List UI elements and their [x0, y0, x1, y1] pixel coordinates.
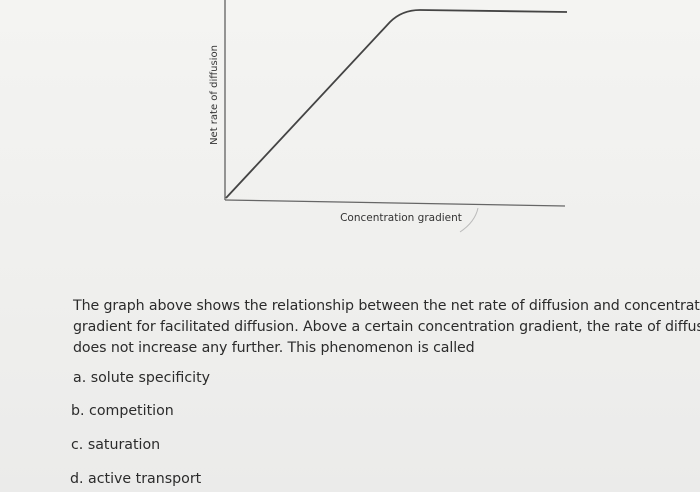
option[interactable]: c. saturation [71, 437, 161, 453]
option[interactable]: b. competition [71, 403, 174, 419]
curve [225, 9, 568, 199]
graph: Net rate of diffusion Concentration grad… [209, 0, 568, 233]
question-line: does not increase any further. This phen… [73, 340, 475, 356]
option[interactable]: d. active transport [70, 471, 202, 487]
y-axis-label: Net rate of diffusion [209, 45, 220, 145]
question-line: gradient for facilitated diffusion. Abov… [73, 319, 700, 335]
question-line: The graph above shows the relationship b… [73, 298, 700, 314]
x-axis [224, 199, 566, 207]
x-axis-label: Concentration gradient [340, 212, 462, 224]
option[interactable]: a. solute specificity [73, 370, 211, 386]
pen-mark [459, 207, 479, 233]
